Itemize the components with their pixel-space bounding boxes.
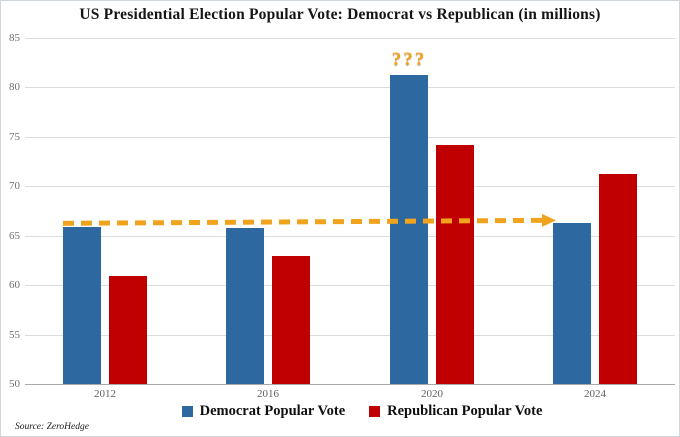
source-credit: Source: ZeroHedge <box>15 422 89 432</box>
y-axis-tick-label: 85 <box>9 32 20 44</box>
y-axis-tick-label: 55 <box>9 328 20 341</box>
y-axis-tick-label: 80 <box>9 81 20 94</box>
legend-label: Republican Popular Vote <box>387 403 543 419</box>
y-axis-tick-label: 70 <box>9 180 20 193</box>
gridline <box>25 285 675 287</box>
plot-area: 85 80 75 70 65 60 55 50 2012 2016 2020 2024??? <box>9 32 675 400</box>
gridline <box>25 38 675 39</box>
democrat-bar-2016 <box>226 227 264 384</box>
gridline <box>25 87 675 89</box>
democrat-bar-2012 <box>63 226 101 384</box>
y-axis-tick-label: 75 <box>9 130 20 143</box>
legend-swatch-icon <box>369 406 381 417</box>
republican-bar-2012 <box>109 276 147 384</box>
gridline <box>25 186 675 188</box>
legend-label: Democrat Popular Vote <box>199 403 346 419</box>
x-axis-tick-label: 2012 <box>94 388 116 400</box>
legend-item: Republican Popular Vote <box>369 403 542 420</box>
gridline <box>25 334 675 336</box>
republican-bar-2016 <box>272 255 310 384</box>
chart-title: US Presidential Election Popular Vote: D… <box>79 6 601 23</box>
y-axis-tick-label: 60 <box>9 279 20 292</box>
x-axis-tick-label: 2016 <box>257 388 279 400</box>
democrat-bar-2020 <box>390 74 428 384</box>
legend: Democrat Popular Vote Republican Popular … <box>23 403 679 420</box>
democrat-bar-2024 <box>553 222 591 384</box>
y-axis-tick-label: 65 <box>9 229 20 242</box>
gridline <box>25 235 675 237</box>
legend-swatch-icon <box>181 406 193 417</box>
legend-item: Democrat Popular Vote <box>181 403 346 420</box>
x-axis-tick-label: 2024 <box>584 388 606 400</box>
republican-bar-2020 <box>436 144 474 384</box>
y-axis-tick-label: 50 <box>9 378 20 390</box>
question-marks-annotation: ??? <box>391 48 427 70</box>
republican-bar-2024 <box>599 174 637 384</box>
x-axis-tick-label: 2020 <box>421 388 443 400</box>
gridline <box>25 136 675 138</box>
